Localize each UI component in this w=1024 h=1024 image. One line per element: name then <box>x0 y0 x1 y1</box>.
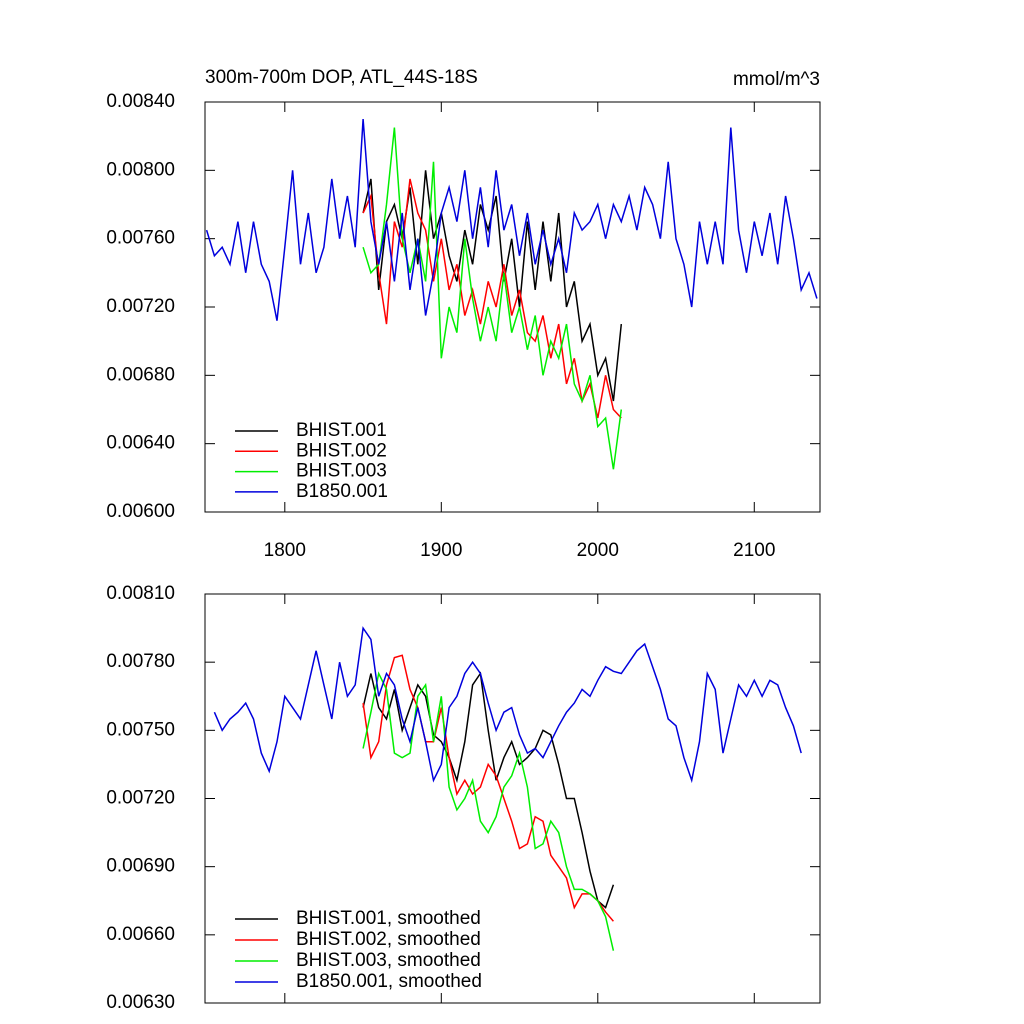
legend-label: BHIST.001 <box>296 420 387 441</box>
x-tick-label: 1900 <box>420 540 462 561</box>
y-tick-label: 0.00660 <box>106 924 175 945</box>
y-tick-label: 0.00800 <box>106 159 175 180</box>
legend-label: BHIST.003 <box>296 461 387 482</box>
legend-label: BHIST.001, smoothed <box>296 908 481 929</box>
legend-label: B1850.001, smoothed <box>296 971 482 992</box>
y-tick-label: 0.00640 <box>106 433 175 454</box>
legend-label: BHIST.002, smoothed <box>296 929 481 950</box>
series-line <box>362 671 615 909</box>
y-tick-label: 0.00760 <box>106 228 175 249</box>
series-line <box>362 654 614 922</box>
series-line <box>205 119 818 321</box>
legend-label: B1850.001 <box>296 481 388 502</box>
legend-label: BHIST.003, smoothed <box>296 950 481 971</box>
y-tick-label: 0.00720 <box>106 788 175 809</box>
y-tick-label: 0.00720 <box>106 296 175 317</box>
series-line <box>213 626 802 784</box>
y-tick-label: 0.00810 <box>106 583 175 604</box>
y-tick-label: 0.00750 <box>106 719 175 740</box>
units-label: mmol/m^3 <box>733 69 820 90</box>
legend-label: BHIST.002 <box>296 440 387 461</box>
series-line <box>362 127 623 470</box>
y-tick-label: 0.00780 <box>106 651 175 672</box>
chart-title: 300m-700m DOP, ATL_44S-18S <box>205 67 478 88</box>
y-tick-label: 0.00630 <box>106 992 175 1013</box>
series-line <box>362 178 622 419</box>
series-line <box>362 671 615 951</box>
y-tick-label: 0.00600 <box>106 501 175 522</box>
x-tick-label: 2100 <box>733 540 775 561</box>
y-tick-label: 0.00840 <box>106 91 175 112</box>
y-tick-label: 0.00690 <box>106 856 175 877</box>
y-tick-label: 0.00680 <box>106 364 175 385</box>
x-tick-label: 1800 <box>264 540 306 561</box>
x-tick-label: 2000 <box>577 540 619 561</box>
